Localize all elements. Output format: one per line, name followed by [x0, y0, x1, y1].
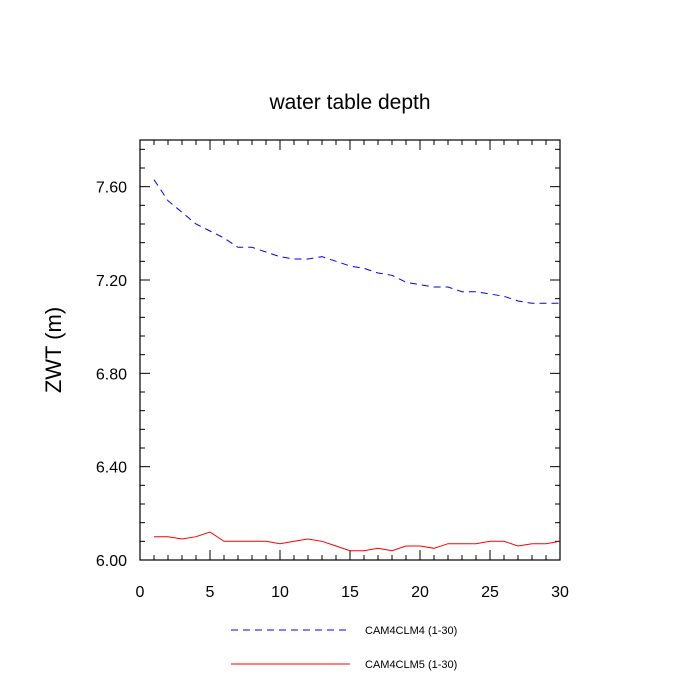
legend-label: CAM4CLM4 (1-30) — [365, 625, 457, 637]
y-tick-label: 7.60 — [96, 180, 127, 197]
axis-tick-labels: 0 5 10 15 20 25 30 6.00 6.40 6.80 7.20 7.60 — [96, 180, 569, 601]
x-tick-label: 10 — [271, 584, 289, 601]
legend-label: CAM4CLM5 (1-30) — [365, 659, 457, 671]
y-axis-label: ZWT (m) — [41, 307, 66, 393]
series-lines — [153, 179, 561, 552]
x-tick-label: 25 — [481, 584, 499, 601]
x-tick-label: 15 — [341, 584, 359, 601]
chart-title: water table depth — [268, 91, 430, 114]
series-line — [154, 531, 561, 552]
axis-ticks — [139, 140, 561, 561]
y-tick-label: 7.20 — [96, 273, 127, 290]
legend: CAM4CLM4 (1-30) CAM4CLM5 (1-30) — [231, 625, 457, 671]
plot-frame — [139, 139, 561, 561]
x-tick-label: 20 — [411, 584, 429, 601]
y-tick-label: 6.00 — [96, 553, 127, 570]
x-tick-label: 30 — [551, 584, 569, 601]
y-tick-label: 6.40 — [96, 460, 127, 477]
x-tick-label: 5 — [206, 584, 215, 601]
y-tick-label: 6.80 — [96, 366, 127, 383]
series-line — [153, 179, 560, 304]
x-tick-label: 0 — [136, 584, 145, 601]
